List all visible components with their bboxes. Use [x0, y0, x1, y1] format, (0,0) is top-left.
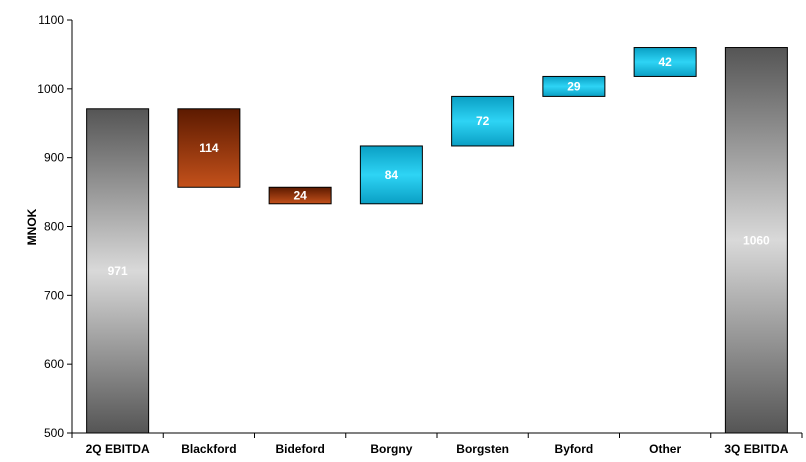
bar-borgny: [359, 145, 423, 205]
y-tick-label: 500: [44, 426, 64, 440]
x-tick-label: Borgny: [370, 442, 412, 456]
data-label: 1060: [743, 233, 770, 247]
y-axis-title: MNOK: [25, 208, 39, 245]
bar-2q-ebitda: [86, 108, 150, 434]
data-label: 24: [293, 189, 307, 203]
y-tick-label: 900: [44, 151, 64, 165]
bar-3q-ebitda: [724, 47, 788, 434]
x-tick-label: Bideford: [275, 442, 324, 456]
y-tick-label: 700: [44, 288, 64, 302]
y-tick-label: 1000: [37, 82, 64, 96]
x-tick-label: Borgsten: [456, 442, 509, 456]
plot-area: 500 600 700 800 900 1000 1100 971 2Q EBITDA 114 Bl…: [37, 13, 803, 456]
bar-bideford: [268, 186, 332, 205]
data-label: 84: [385, 168, 399, 182]
data-label: 29: [567, 79, 581, 93]
bar-byford: [542, 75, 606, 97]
x-tick-label: Other: [649, 442, 681, 456]
data-label: 114: [199, 141, 219, 155]
data-label: 971: [108, 264, 128, 278]
x-tick-label: 2Q EBITDA: [86, 442, 150, 456]
bar-other: [633, 47, 697, 77]
x-tick-label: 3Q EBITDA: [724, 442, 788, 456]
bar-blackford: [177, 108, 241, 188]
data-label: 42: [658, 55, 672, 69]
y-tick-label: 1100: [38, 13, 64, 27]
y-tick-label: 800: [44, 220, 64, 234]
x-tick-label: Blackford: [181, 442, 236, 456]
y-tick-label: 600: [44, 357, 64, 371]
x-tick-label: Byford: [555, 442, 594, 456]
data-label: 72: [476, 114, 490, 128]
bar-borgsten: [451, 95, 515, 147]
